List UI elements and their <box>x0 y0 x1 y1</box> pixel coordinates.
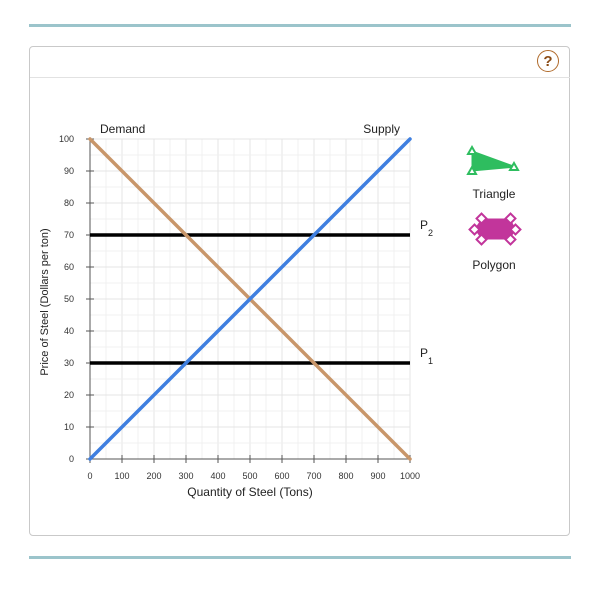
help-button[interactable]: ? <box>537 50 559 72</box>
x-tick-label: 0 <box>87 471 92 481</box>
x-tick-label: 400 <box>210 471 225 481</box>
x-tick-label: 900 <box>370 471 385 481</box>
y-tick-label: 70 <box>64 230 74 240</box>
y-tick-label: 30 <box>64 358 74 368</box>
y-tick-label: 100 <box>59 134 74 144</box>
y-tick-label: 60 <box>64 262 74 272</box>
triangle-tool-label: Triangle <box>472 187 516 201</box>
bottom-accent-bar <box>29 556 571 559</box>
graph-panel <box>29 46 570 536</box>
y-tick-label: 40 <box>64 326 74 336</box>
y-tick-label: 90 <box>64 166 74 176</box>
y-tick-label: 80 <box>64 198 74 208</box>
price-line-subscript: 1 <box>428 356 433 366</box>
price-line-label: P <box>420 346 428 360</box>
y-tick-label: 0 <box>69 454 74 464</box>
x-tick-label: 700 <box>306 471 321 481</box>
polygon-tool-label: Polygon <box>472 258 516 272</box>
polygon-icon <box>468 212 522 246</box>
price-line-label: P <box>420 218 428 232</box>
x-tick-label: 600 <box>274 471 289 481</box>
polygon-tool[interactable] <box>466 212 522 246</box>
y-tick-label: 20 <box>64 390 74 400</box>
supply-curve <box>88 137 412 461</box>
x-axis-title: Quantity of Steel (Tons) <box>187 485 312 499</box>
y-tick-label: 10 <box>64 422 74 432</box>
triangle-icon <box>466 144 520 175</box>
demand-label: Demand <box>100 122 145 136</box>
x-tick-label: 200 <box>146 471 161 481</box>
x-tick-label: 500 <box>242 471 257 481</box>
panel-header-divider <box>30 77 570 78</box>
triangle-tool[interactable] <box>466 144 522 179</box>
price-line-subscript: 2 <box>428 228 433 238</box>
y-axis-title: Price of Steel (Dollars per ton) <box>39 228 51 375</box>
top-accent-bar <box>29 24 571 27</box>
x-tick-label: 1000 <box>400 471 420 481</box>
y-tick-label: 50 <box>64 294 74 304</box>
supply-label: Supply <box>363 122 400 136</box>
x-tick-label: 300 <box>178 471 193 481</box>
x-tick-label: 800 <box>338 471 353 481</box>
x-tick-label: 100 <box>114 471 129 481</box>
